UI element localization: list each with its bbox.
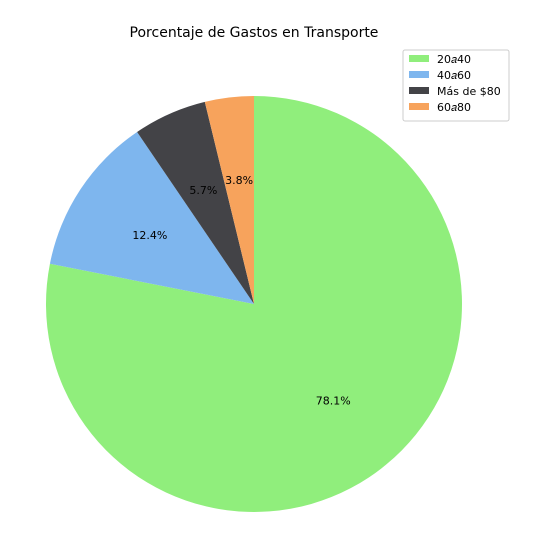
- legend-swatch-1: [409, 55, 429, 62]
- pie-percent-label-4: 3.8%: [225, 174, 253, 187]
- legend-swatch-3: [409, 87, 429, 94]
- pie-percent-labels: 78.1% 12.4% 5.7% 3.8%: [132, 174, 350, 407]
- pie-percent-label-1: 78.1%: [316, 394, 351, 407]
- legend-swatch-4: [409, 103, 429, 110]
- pie-percent-label-2: 12.4%: [132, 229, 167, 242]
- chart-title: Porcentaje de Gastos en Transporte: [130, 25, 379, 41]
- legend-swatch-2: [409, 71, 429, 78]
- legend: 20𝑎40 40𝑎60 Más de $80 60𝑎80: [402, 49, 510, 122]
- legend-label-4: 60𝑎80: [437, 101, 471, 114]
- pie-slice-2: [49, 131, 255, 304]
- legend-label-1: 20𝑎40: [437, 53, 471, 66]
- pie-slices: [45, 96, 462, 513]
- legend-label-3: Más de $80: [437, 85, 501, 98]
- pie-slice-1: [45, 96, 462, 513]
- legend-label-2: 40𝑎60: [437, 69, 471, 82]
- legend-frame: [402, 49, 510, 122]
- pie-percent-label-3: 5.7%: [189, 184, 217, 197]
- pie-slice-4: [204, 96, 254, 304]
- pie-slice-3: [137, 101, 254, 305]
